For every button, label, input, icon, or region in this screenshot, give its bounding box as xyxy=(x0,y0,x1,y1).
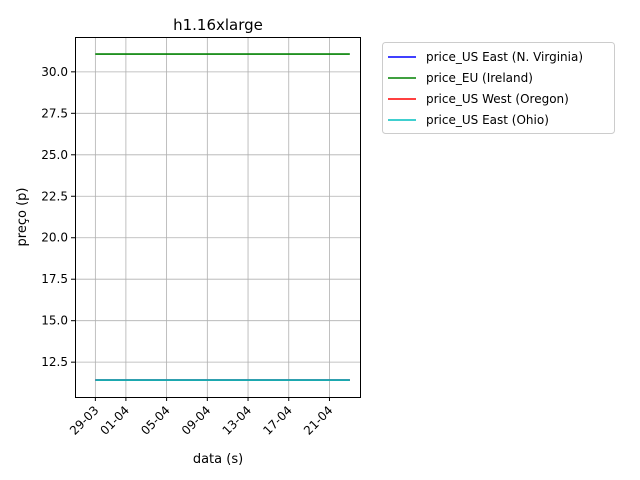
x-tick-label: 21-04 xyxy=(301,403,336,438)
legend-label: price_US West (Oregon) xyxy=(426,92,569,106)
x-axis-label: data (s) xyxy=(193,452,243,467)
y-tick-label: 20.0 xyxy=(41,231,68,245)
y-tick-label: 25.0 xyxy=(41,148,68,162)
legend-label: price_US East (N. Virginia) xyxy=(426,50,583,64)
x-tick-label: 09-04 xyxy=(179,403,214,438)
y-tick-label: 12.5 xyxy=(41,355,68,369)
x-tick-label: 01-04 xyxy=(97,403,132,438)
y-axis-ticks: 12.5 15.0 17.5 20.0 22.5 25.0 27.5 30.0 xyxy=(41,65,75,369)
y-tick-label: 27.5 xyxy=(41,106,68,120)
y-tick-label: 15.0 xyxy=(41,314,68,328)
x-tick-label: 05-04 xyxy=(138,403,173,438)
x-tick-label: 17-04 xyxy=(260,403,295,438)
grid-lines xyxy=(75,37,360,397)
y-tick-label: 30.0 xyxy=(41,65,68,79)
x-tick-label: 29-03 xyxy=(67,403,102,438)
legend-frame xyxy=(382,42,615,134)
y-axis-label: preço (p) xyxy=(15,188,30,247)
x-tick-label: 13-04 xyxy=(220,403,255,438)
chart-title: h1.16xlarge xyxy=(173,16,263,34)
y-tick-label: 17.5 xyxy=(41,272,68,286)
y-tick-label: 22.5 xyxy=(41,189,68,203)
legend-label: price_EU (Ireland) xyxy=(426,71,533,85)
plot-area-frame xyxy=(75,37,361,398)
series-lines xyxy=(95,53,350,381)
legend-label: price_US East (Ohio) xyxy=(426,113,549,127)
legend: price_US East (N. Virginia) price_EU (Ire… xyxy=(382,42,615,134)
